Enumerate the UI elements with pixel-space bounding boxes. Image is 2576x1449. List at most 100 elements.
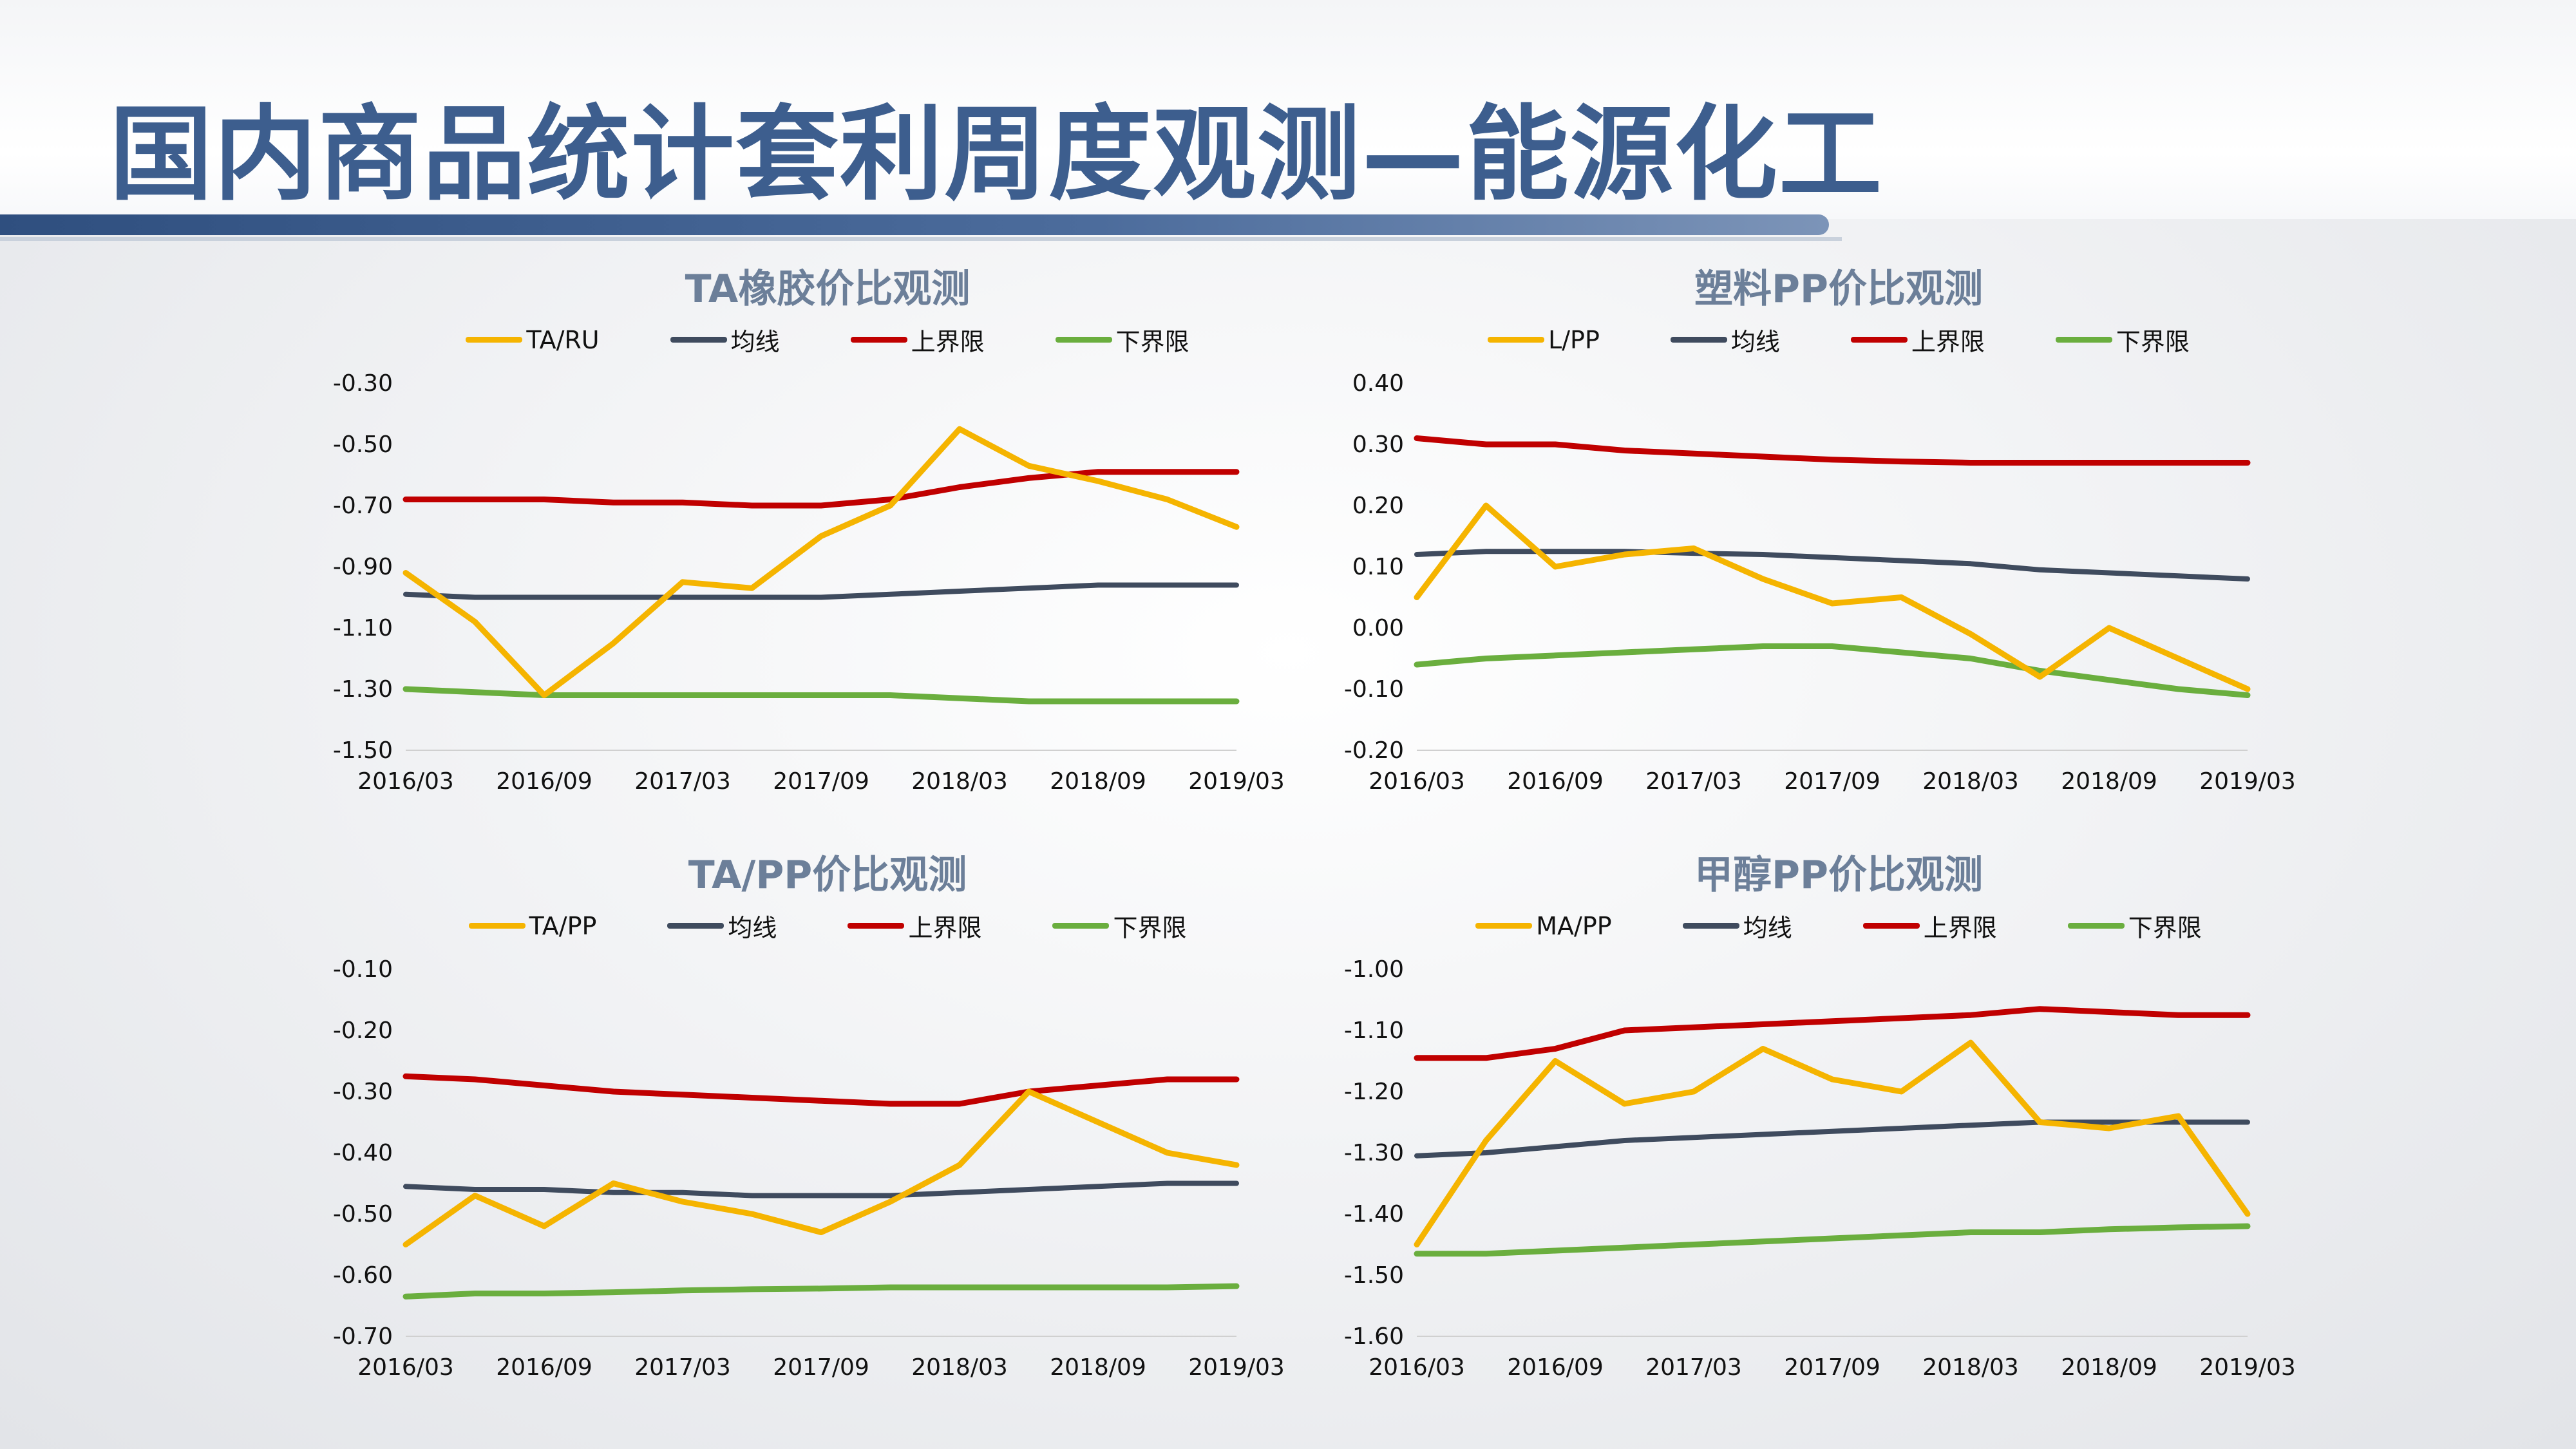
x-tick-label: 2016/03 [1368, 1354, 1465, 1381]
y-tick-label: -1.10 [333, 615, 393, 641]
legend-item-lower: 下界限 [2055, 322, 2190, 357]
y-tick-label: -0.10 [1344, 676, 1404, 703]
x-tick-label: 2017/09 [1784, 768, 1880, 795]
x-tick-label: 2016/03 [357, 768, 454, 795]
header-band [0, 0, 2576, 219]
legend-item-upper: 上界限 [848, 908, 981, 943]
legend-label: 下界限 [1115, 328, 1189, 356]
y-tick-label: -0.20 [1344, 737, 1404, 764]
y-tick-label: -0.60 [333, 1262, 393, 1289]
legend-swatch-lower [1052, 923, 1110, 929]
legend-item-mean: 均线 [667, 908, 777, 943]
mean-line [1414, 1119, 2250, 1159]
chart-title: TA橡胶价比观测 [685, 267, 971, 312]
legend-swatch-upper [1850, 337, 1908, 343]
legend-item-upper: 上界限 [850, 322, 985, 357]
chart-plot-area: 0.40 0.30 0.20 0.10 0.00 -0.10 -0.20 2016/03 201… [1344, 370, 2296, 795]
y-tick-label: -0.30 [333, 370, 393, 397]
y-tick-label: -1.30 [1344, 1140, 1404, 1166]
legend-label: 均线 [730, 328, 780, 356]
chart-title: 甲醇PP价比观测 [1694, 853, 1983, 898]
chart-panel-ta-ru: TA橡胶价比观测 TA/RU 均线 上界限 下界限 -0.30 -0.50 -0.7… [296, 258, 1359, 805]
legend-label: 均线 [1743, 914, 1792, 942]
legend-swatch-lower [2067, 923, 2125, 929]
y-tick-label: 0.40 [1352, 370, 1404, 397]
legend-swatch-lower [2055, 337, 2112, 343]
x-tick-label: 2019/03 [1188, 1354, 1285, 1381]
x-tick-label: 2017/03 [634, 768, 731, 795]
y-tick-label: -0.10 [333, 956, 393, 983]
x-tick-label: 2018/09 [1050, 1354, 1146, 1381]
title-underline-shadow [0, 237, 1842, 241]
x-tick-label: 2018/03 [1922, 768, 2019, 795]
y-tick-label: -1.40 [1344, 1201, 1404, 1227]
y-tick-label: -1.50 [1344, 1262, 1404, 1289]
legend-label: 均线 [728, 914, 777, 942]
mean-line [403, 1180, 1239, 1198]
chart-plot-area: -1.00 -1.10 -1.20 -1.30 -1.40 -1.50 -1.60 2016/… [1344, 956, 2296, 1381]
ratio-line [1414, 1039, 2251, 1247]
legend-swatch-mean [1682, 923, 1739, 929]
y-tick-label: -1.30 [333, 676, 393, 703]
legend-swatch-upper [1862, 923, 1920, 929]
ratio-line [1414, 502, 2251, 692]
chart-legend: L/PP 均线 上界限 下界限 [1307, 322, 2370, 357]
legend-label: 上界限 [911, 328, 985, 356]
x-tick-label: 2018/03 [1922, 1354, 2019, 1381]
mean-line [403, 582, 1239, 600]
chart-panel-ma-pp: 甲醇PP价比观测 MA/PP 均线 上界限 下界限 -1.00 -1.10 -1.2… [1307, 844, 2370, 1391]
x-tick-label: 2016/09 [496, 768, 592, 795]
x-tick-label: 2017/09 [773, 1354, 869, 1381]
chart-plot-area: -0.10 -0.20 -0.30 -0.40 -0.50 -0.60 -0.70 2016/… [333, 956, 1285, 1381]
x-tick-label: 2019/03 [2199, 1354, 2296, 1381]
upper-bound-line [402, 1073, 1240, 1107]
legend-label: 下界限 [1113, 914, 1187, 942]
legend-label: TA/PP [529, 911, 597, 940]
y-tick-label: -0.20 [333, 1018, 393, 1044]
x-tick-label: 2019/03 [1188, 768, 1285, 795]
legend-swatch-mean [667, 923, 724, 929]
lower-bound-line [1414, 643, 2251, 698]
chart-title: TA/PP价比观测 [688, 853, 967, 898]
y-tick-label: -0.90 [333, 554, 393, 580]
y-tick-label: -0.30 [333, 1079, 393, 1105]
x-tick-label: 2018/09 [2061, 1354, 2157, 1381]
x-tick-label: 2016/03 [357, 1354, 454, 1381]
y-tick-label: -0.70 [333, 1323, 393, 1350]
legend-item-mean: 均线 [1670, 322, 1780, 357]
y-tick-label: 0.00 [1352, 615, 1404, 641]
y-tick-label: 0.20 [1352, 493, 1404, 519]
y-tick-label: -1.50 [333, 737, 393, 764]
legend-swatch-ratio [466, 337, 523, 343]
legend-label: 上界限 [1911, 328, 1985, 356]
legend-label: 下界限 [2116, 328, 2190, 356]
lower-bound-line [402, 1283, 1240, 1300]
legend-swatch-upper [848, 923, 905, 929]
lower-bound-line [402, 686, 1240, 705]
y-tick-label: -0.50 [333, 1201, 393, 1227]
legend-item-ratio: TA/PP [468, 908, 597, 943]
y-tick-label: 0.30 [1352, 431, 1404, 458]
x-tick-label: 2016/09 [1507, 768, 1604, 795]
legend-swatch-lower [1055, 337, 1112, 343]
chart-legend: MA/PP 均线 上界限 下界限 [1307, 908, 2370, 943]
ratio-line [402, 1088, 1240, 1247]
legend-label: L/PP [1548, 325, 1600, 354]
legend-item-lower: 下界限 [1055, 322, 1189, 357]
legend-label: 上界限 [908, 914, 982, 942]
legend-label: 下界限 [2128, 914, 2202, 942]
legend-item-ratio: TA/RU [466, 322, 600, 357]
y-tick-label: 0.10 [1352, 554, 1404, 580]
x-tick-label: 2017/03 [1645, 768, 1742, 795]
x-tick-label: 2018/09 [2061, 768, 2157, 795]
legend-item-ratio: MA/PP [1475, 908, 1612, 943]
legend-item-mean: 均线 [670, 322, 780, 357]
ratio-line [402, 426, 1240, 698]
legend-swatch-upper [850, 337, 907, 343]
x-tick-label: 2018/09 [1050, 768, 1146, 795]
title-underline-bar [0, 214, 1829, 235]
x-tick-label: 2017/03 [1645, 1354, 1742, 1381]
y-tick-label: -0.70 [333, 493, 393, 519]
legend-item-lower: 下界限 [1052, 908, 1186, 943]
y-tick-label: -0.40 [333, 1140, 393, 1166]
